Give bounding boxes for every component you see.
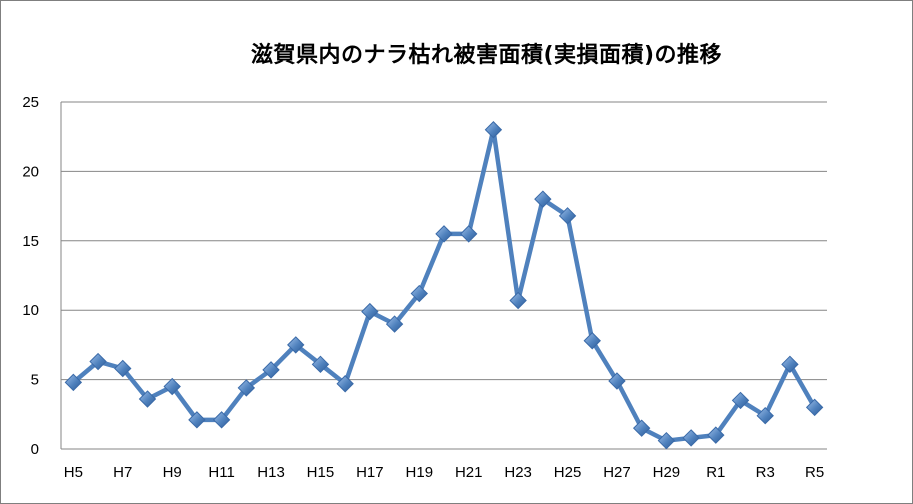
data-point-marker [805, 398, 824, 417]
x-tick-label: H13 [257, 464, 285, 481]
data-point-marker [212, 411, 231, 429]
data-point-marker [163, 377, 181, 396]
y-tick-label: 0 [31, 441, 39, 458]
x-tick-label: H15 [307, 464, 335, 481]
data-point-marker [361, 302, 379, 321]
x-tick-label: H19 [406, 464, 434, 481]
data-point-marker [608, 372, 626, 390]
data-point-marker [311, 355, 330, 374]
data-point-marker [410, 284, 428, 303]
data-point-marker [237, 379, 256, 397]
y-tick-label: 20 [22, 163, 39, 180]
data-point-marker [731, 391, 750, 410]
x-tick-label: H17 [356, 464, 384, 481]
x-tick-label: R1 [706, 464, 725, 481]
data-point-marker [509, 291, 527, 310]
chart-title: 滋賀県内のナラ枯れ被害面積(実損面積)の推移 [250, 43, 723, 68]
data-point-marker [287, 336, 305, 354]
data-point-marker [138, 390, 157, 408]
x-tick-label: H9 [163, 464, 182, 481]
data-point-marker [682, 429, 700, 447]
x-tick-label: H23 [504, 464, 532, 481]
data-point-marker [262, 361, 280, 379]
data-point-marker [756, 406, 774, 425]
data-point-marker [460, 225, 478, 243]
data-point-marker [781, 355, 799, 374]
data-point-marker [188, 411, 206, 429]
data-point-marker [632, 419, 651, 437]
data-point-marker [114, 359, 132, 378]
x-tick-label: H7 [113, 464, 132, 481]
data-point-marker [64, 373, 83, 392]
x-tick-label: H29 [653, 464, 681, 481]
x-tick-label: R3 [756, 464, 775, 481]
y-tick-label: 5 [31, 372, 39, 389]
x-tick-label: H5 [64, 464, 83, 481]
data-point-marker [657, 431, 676, 450]
y-tick-label: 10 [22, 302, 39, 319]
data-point-marker [534, 190, 552, 208]
data-point-marker [484, 121, 503, 139]
x-tick-label: H25 [554, 464, 582, 481]
x-tick-label: H21 [455, 464, 483, 481]
data-point-marker [435, 225, 453, 243]
y-tick-label: 15 [22, 233, 39, 250]
x-tick-label: H27 [603, 464, 631, 481]
data-point-marker [558, 207, 577, 225]
data-point-marker [385, 315, 404, 333]
data-point-marker [583, 332, 601, 350]
x-tick-label: H11 [208, 464, 234, 481]
series-line [71, 127, 817, 443]
data-point-marker [707, 426, 725, 444]
data-point-marker [336, 375, 354, 393]
x-tick-label: R5 [805, 464, 824, 481]
data-point-marker [89, 352, 107, 371]
y-tick-label: 25 [22, 94, 39, 111]
